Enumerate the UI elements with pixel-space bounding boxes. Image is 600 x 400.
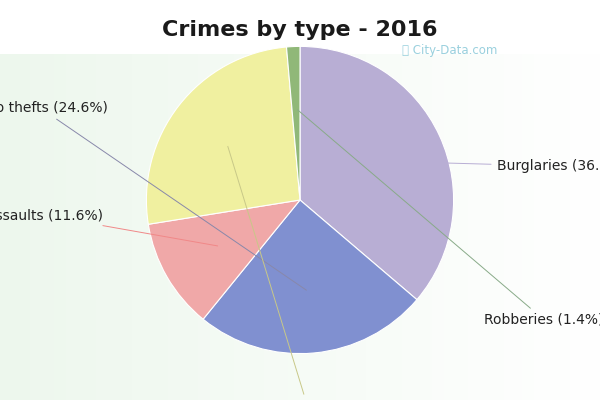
Text: Burglaries (36.2%): Burglaries (36.2%): [386, 159, 600, 173]
Text: Auto thefts (24.6%): Auto thefts (24.6%): [0, 101, 307, 290]
Text: Assaults (11.6%): Assaults (11.6%): [0, 208, 218, 246]
Wedge shape: [203, 200, 417, 354]
Wedge shape: [286, 46, 300, 200]
Wedge shape: [300, 46, 454, 300]
Text: Thefts (26.1%): Thefts (26.1%): [228, 146, 359, 400]
Wedge shape: [148, 200, 300, 319]
Wedge shape: [146, 47, 300, 224]
Text: ⓘ City-Data.com: ⓘ City-Data.com: [402, 44, 497, 57]
Text: Robberies (1.4%): Robberies (1.4%): [298, 110, 600, 327]
Text: Crimes by type - 2016: Crimes by type - 2016: [162, 20, 438, 40]
